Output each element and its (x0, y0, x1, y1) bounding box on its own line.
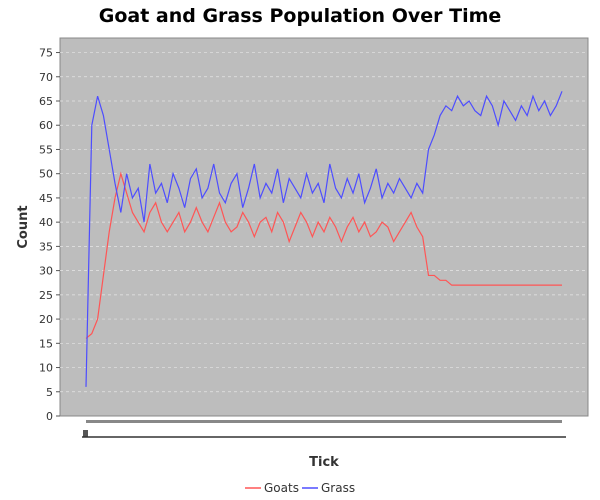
y-tick-label: 45 (39, 192, 53, 205)
y-tick-label: 70 (39, 71, 53, 84)
grid-lines (60, 52, 588, 393)
legend-label-grass: Grass (321, 481, 355, 495)
x-axis-origin-marker (83, 430, 88, 437)
y-tick-label: 35 (39, 240, 53, 253)
plot-area (59, 37, 589, 417)
y-tick-label: 40 (39, 216, 53, 229)
y-tick-label: 15 (39, 337, 53, 350)
series-line-goats (85, 171, 562, 339)
y-tick-label: 25 (39, 289, 53, 302)
x-axis-label: Tick (309, 455, 339, 470)
legend-label-goats: Goats (264, 481, 299, 495)
y-tick-label: 65 (39, 95, 53, 108)
series-line-grass (85, 91, 563, 387)
series-lines (85, 91, 563, 387)
y-axis-label: Count (16, 205, 31, 248)
y-tick-label: 55 (39, 143, 53, 156)
legend: Goats Grass (245, 481, 355, 495)
y-tick-label: 60 (39, 119, 53, 132)
y-tick-label: 20 (39, 313, 53, 326)
y-tick-label: 5 (46, 386, 53, 399)
y-tick-label: 10 (39, 362, 53, 375)
x-axis-track (86, 420, 562, 423)
y-tick-label: 50 (39, 168, 53, 181)
y-axis-ticks: 0 5 10 15 20 25 30 35 40 45 50 55 60 65 70 75 (39, 47, 60, 423)
chart-title: Goat and Grass Population Over Time (99, 5, 502, 27)
y-tick-label: 0 (46, 410, 53, 423)
y-tick-label: 75 (39, 47, 53, 60)
y-tick-label: 30 (39, 265, 53, 278)
